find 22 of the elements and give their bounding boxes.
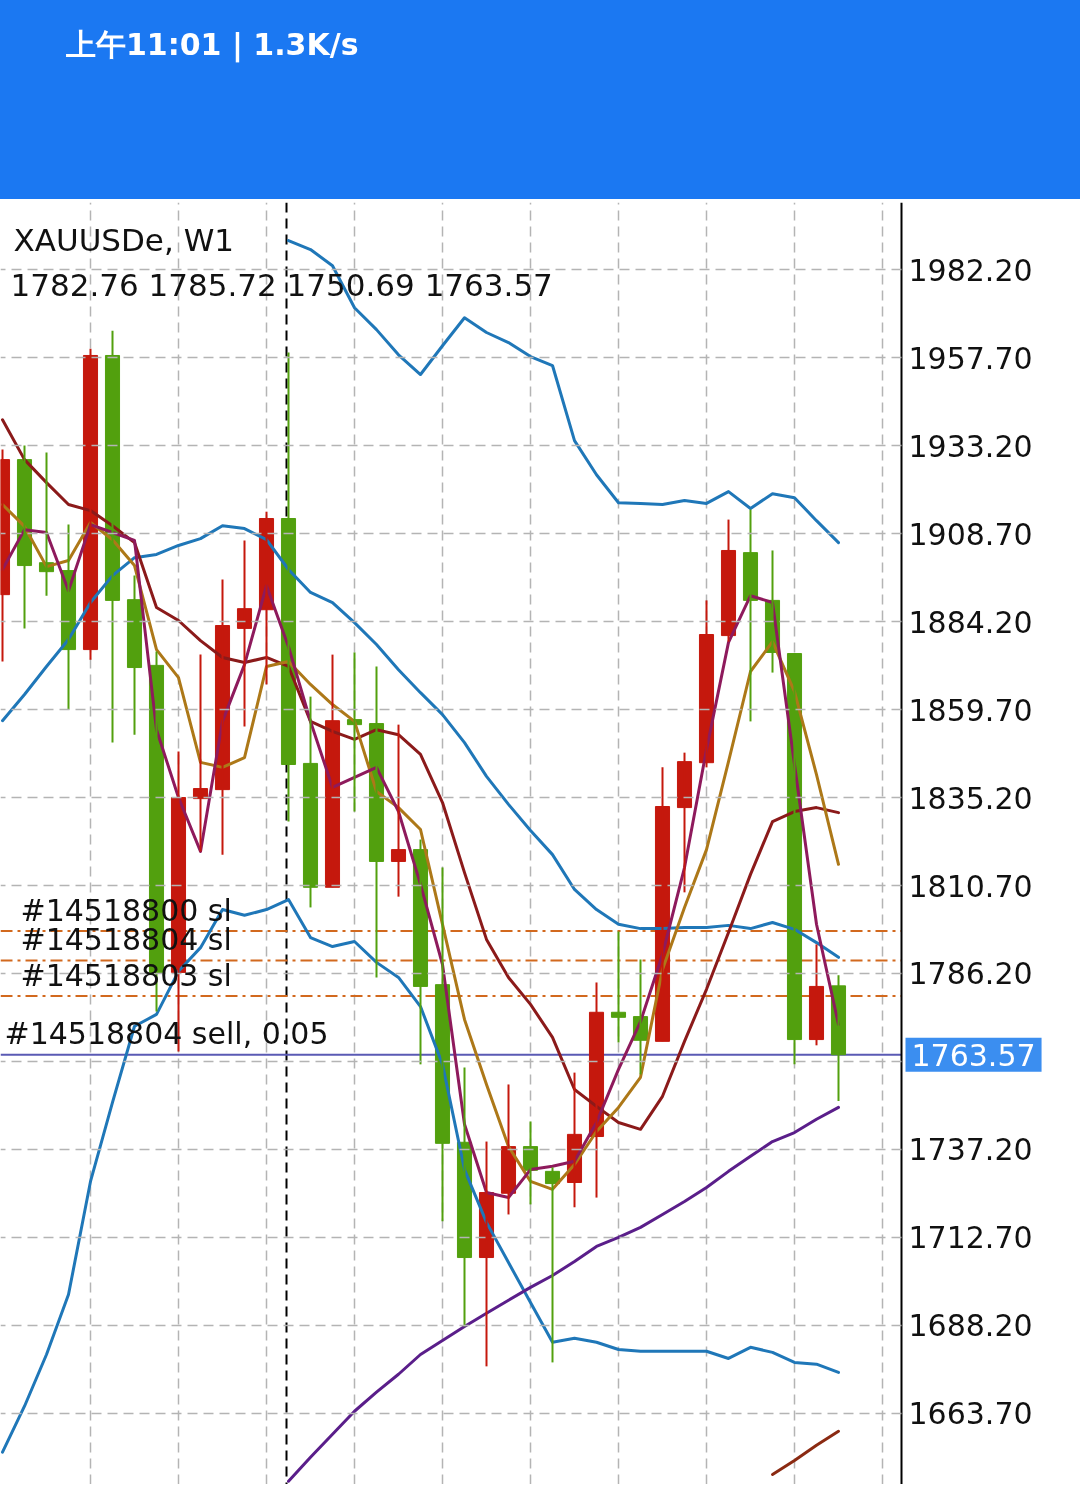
text: 1763.57 bbox=[911, 1037, 1036, 1073]
y-tick-label: 1908.70 bbox=[908, 516, 1033, 552]
y-tick-label: 1859.70 bbox=[908, 692, 1033, 728]
line-series bbox=[1, 418, 840, 1131]
line-series bbox=[287, 239, 840, 545]
text: 上午11:01 | 1.3K/s bbox=[66, 27, 359, 62]
text: XAUUSDe, W1 bbox=[13, 221, 235, 258]
y-tick-label: 1810.70 bbox=[908, 868, 1033, 904]
y-tick-label: 1835.20 bbox=[908, 780, 1033, 816]
y-tick-label: 1957.70 bbox=[908, 340, 1033, 376]
line-series bbox=[771, 1429, 840, 1476]
line-series bbox=[287, 1105, 840, 1483]
y-tick-label: 1737.20 bbox=[908, 1132, 1033, 1168]
y-tick-label: 1933.20 bbox=[908, 428, 1033, 464]
y-tick-label: 1786.20 bbox=[908, 956, 1033, 992]
y-tick-label: 1688.20 bbox=[908, 1308, 1033, 1344]
line-series bbox=[1, 898, 840, 1454]
y-tick-label: 1663.70 bbox=[908, 1396, 1033, 1432]
y-tick-label: 1982.20 bbox=[908, 252, 1033, 288]
y-tick-label: 1884.20 bbox=[908, 604, 1033, 640]
y-tick-label: 1712.70 bbox=[908, 1220, 1033, 1256]
line-series bbox=[1, 524, 840, 959]
